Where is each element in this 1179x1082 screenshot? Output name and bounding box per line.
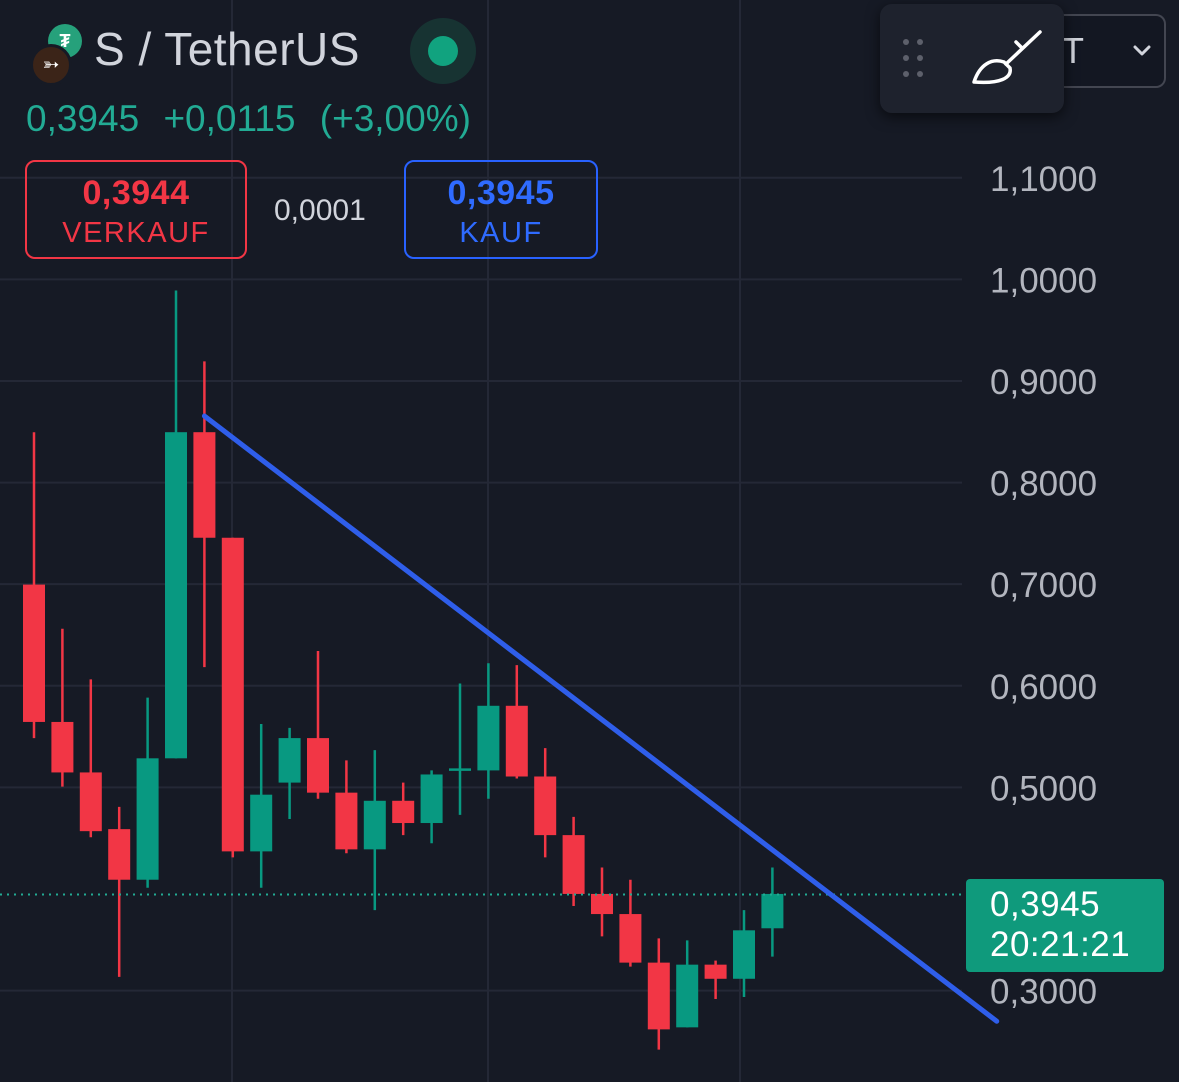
candle-body: [51, 721, 74, 773]
sell-label: VERKAUF: [62, 217, 210, 249]
y-tick-label: 0,9000: [990, 363, 1097, 402]
change-abs: +0,0115: [163, 98, 296, 139]
candle-body: [733, 930, 755, 979]
candle-body: [761, 893, 784, 929]
overlays: [0, 413, 1000, 1024]
y-tick-label: 0,3000: [990, 973, 1097, 1012]
current-price-value: 0,3945: [990, 885, 1101, 924]
candle-body: [420, 774, 443, 824]
candle-body: [79, 772, 102, 832]
candle-body: [165, 432, 187, 759]
drawing-toolbar[interactable]: [880, 4, 1064, 113]
buy-button[interactable]: 0,3945 KAUF: [404, 160, 598, 259]
candle-body: [136, 758, 159, 880]
y-tick-label: 0,5000: [990, 769, 1097, 808]
y-tick-label: 1,0000: [990, 261, 1097, 300]
sell-button[interactable]: 0,3944 VERKAUF: [25, 160, 247, 259]
candle-body: [647, 962, 670, 1030]
buy-price: 0,3945: [447, 174, 555, 212]
quote-line: 0,3945 +0,0115 (+3,00%): [26, 98, 485, 140]
y-tick-label: 0,7000: [990, 566, 1097, 605]
candle-body: [562, 835, 585, 894]
candle-body: [505, 705, 528, 777]
pair-title[interactable]: S / TetherUS: [94, 23, 360, 75]
status-dot: [428, 36, 458, 66]
candle-body: [534, 776, 557, 836]
market-open-status-icon: [410, 18, 476, 84]
drag-handle-icon[interactable]: [900, 36, 928, 80]
candle-body: [221, 537, 244, 852]
candle-body: [363, 800, 386, 850]
candle-body: [250, 794, 273, 852]
candle-body: [619, 914, 642, 963]
candle-body: [23, 584, 45, 722]
candle-countdown: 20:21:21: [990, 925, 1131, 964]
candle-body: [193, 432, 216, 538]
candle-body: [392, 800, 415, 824]
y-tick-label: 0,6000: [990, 668, 1097, 707]
trendline: [201, 413, 1000, 1024]
interval-text: T: [1062, 30, 1084, 71]
sonic-coin-icon: ➳: [30, 44, 72, 86]
candle-body: [676, 964, 699, 1028]
candle-body: [704, 964, 727, 979]
buy-label: KAUF: [459, 217, 543, 249]
brush-drawing-icon[interactable]: [970, 24, 1050, 94]
y-tick-label: 0,8000: [990, 465, 1097, 504]
y-tick-label: 1,1000: [990, 160, 1097, 199]
sell-price: 0,3944: [82, 174, 190, 212]
pair-logo: ₮ ➳: [28, 22, 88, 86]
candle-body: [335, 792, 358, 850]
candle-body: [278, 738, 301, 783]
price-axis: 0,3000 0,5000 0,6000 0,7000 0,8000 0,9000 1,00…: [990, 160, 1097, 1012]
candle-body: [591, 893, 613, 915]
last-price: 0,3945: [26, 98, 140, 139]
candles: [23, 290, 784, 1050]
candle-body: [449, 768, 471, 771]
spread-value: 0,0001: [274, 194, 366, 227]
change-pct: (+3,00%): [319, 98, 471, 139]
candle-body: [108, 829, 131, 880]
candle-body: [307, 738, 329, 793]
current-price-tag: 0,3945 20:21:21: [966, 879, 1164, 972]
chevron-down-icon: [1133, 45, 1151, 56]
interval-dropdown[interactable]: T: [1062, 14, 1166, 88]
candle-body: [477, 705, 500, 771]
